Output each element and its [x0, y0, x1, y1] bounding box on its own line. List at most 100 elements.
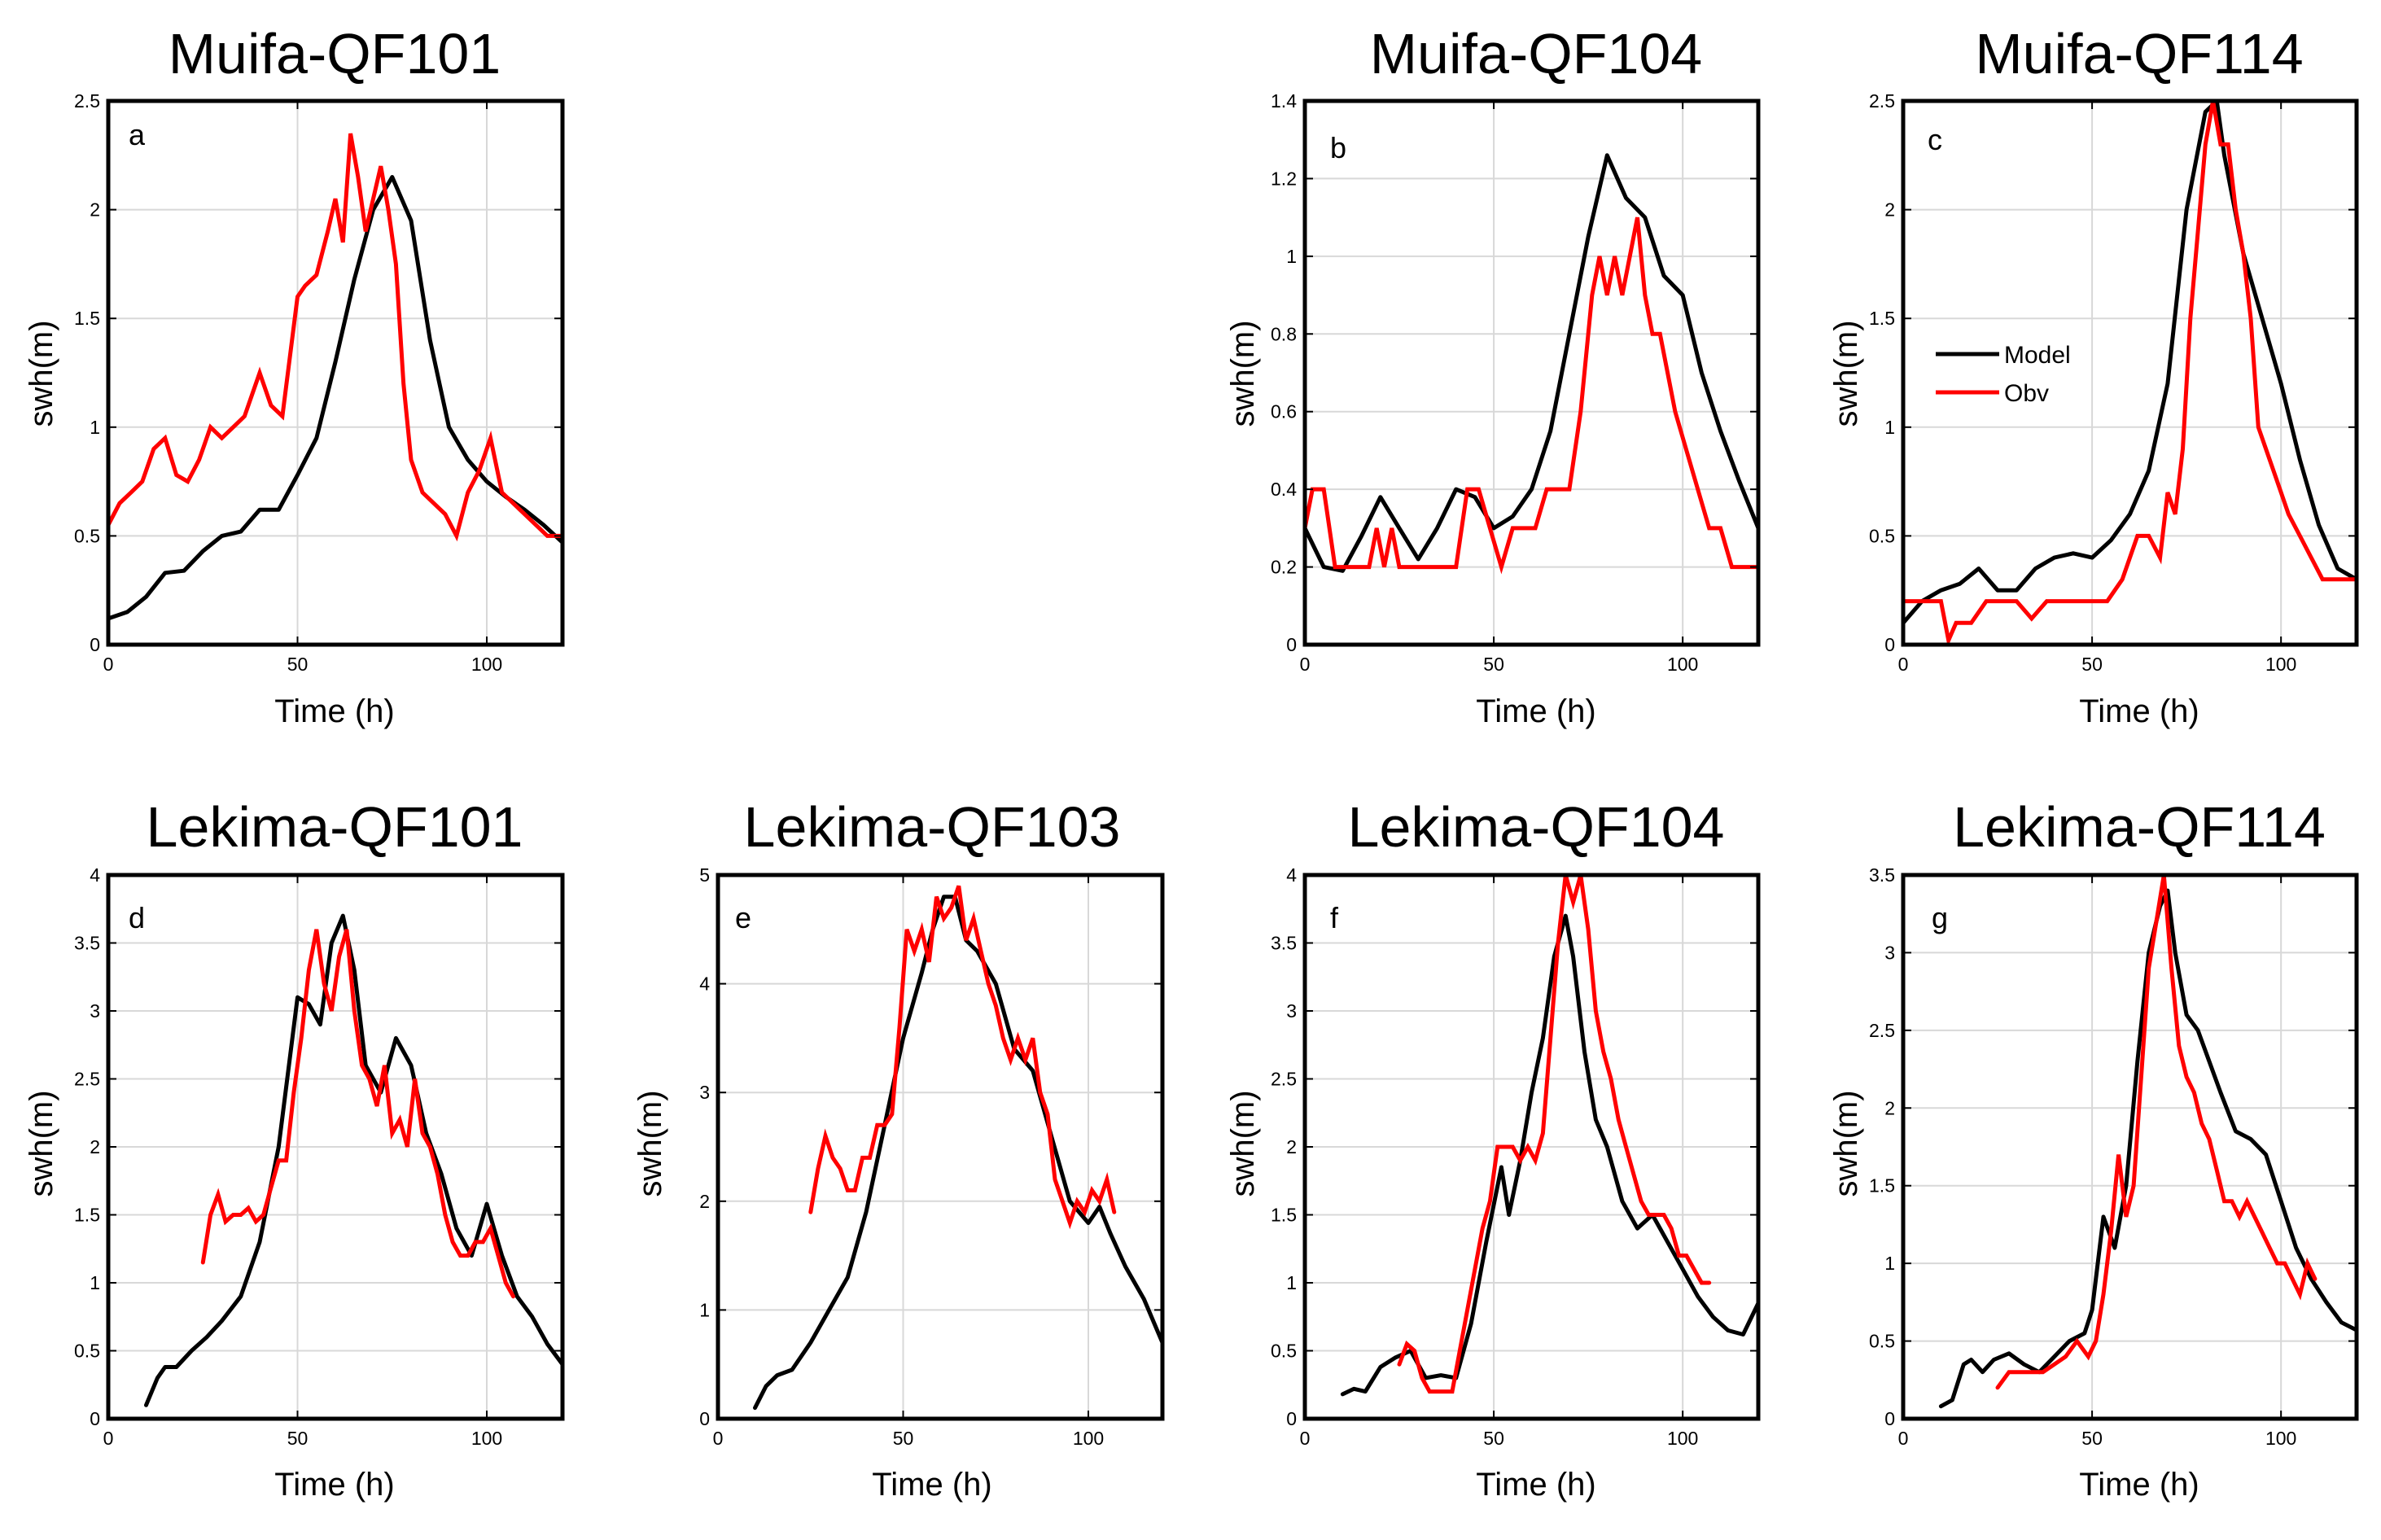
y-tick-label: 2.5	[1271, 1069, 1297, 1090]
y-tick-label: 0.4	[1271, 479, 1297, 500]
panel-letter: e	[735, 901, 751, 934]
grid	[1903, 101, 2357, 645]
y-tick-label: 1.5	[1271, 1205, 1297, 1226]
series-line-model	[108, 175, 562, 621]
panel-letter: b	[1330, 131, 1346, 164]
x-tick-label: 50	[893, 1428, 914, 1449]
panel-d: Lekima-QF101 d Time (h) swh(m) 0 50 100 0 0.…	[24, 795, 565, 1503]
y-tick-label: 1	[90, 1272, 100, 1293]
x-tick-label: 100	[471, 1428, 502, 1449]
y-tick-label: 0	[699, 1408, 710, 1429]
y-tick-label: 3.5	[74, 933, 100, 954]
series-line-obv	[1995, 875, 2318, 1390]
y-tick-label: 2.5	[1869, 90, 1895, 112]
y-tick-label: 2.5	[74, 1069, 100, 1090]
x-tick-label: 100	[1667, 1428, 1698, 1449]
x-tick-label: 50	[2081, 654, 2103, 675]
y-tick-label: 3.5	[1869, 864, 1895, 886]
x-tick-label: 0	[1898, 1428, 1909, 1449]
y-tick-label: 1	[90, 417, 100, 438]
y-tick-label: 0.5	[74, 525, 100, 546]
y-tick-label: 0	[1286, 634, 1297, 655]
x-tick-label: 100	[1667, 654, 1698, 675]
series-line-obv	[1305, 217, 1758, 575]
y-tick-label: 2	[90, 1136, 100, 1157]
panel-title: Lekima-QF103	[744, 795, 1121, 859]
x-axis-label: Time (h)	[1476, 1467, 1595, 1503]
y-tick-label: 2	[1286, 1136, 1297, 1157]
panel-c: Muifa-QF114 c Time (h) swh(m) 0 50 100 0 0.5…	[1828, 22, 2359, 729]
y-tick-label: 4	[90, 864, 100, 886]
y-tick-label: 2	[90, 199, 100, 221]
x-axis-label: Time (h)	[1476, 693, 1595, 729]
y-tick-label: 0.6	[1271, 401, 1297, 422]
y-tick-label: 3	[90, 1000, 100, 1022]
x-tick-label: 100	[471, 654, 502, 675]
series-line-model	[1938, 888, 2357, 1409]
panel-title: Lekima-QF104	[1348, 795, 1725, 859]
panel-letter: c	[1928, 123, 1942, 156]
y-tick-label: 3.5	[1271, 933, 1297, 954]
axes-frame	[1901, 98, 2359, 647]
panel-letter: d	[129, 901, 145, 934]
y-tick-label: 1.2	[1271, 168, 1297, 189]
x-tick-label: 50	[287, 1428, 309, 1449]
y-tick-label: 0	[1884, 634, 1895, 655]
y-tick-label: 4	[1286, 864, 1297, 886]
y-tick-label: 2.5	[1869, 1020, 1895, 1041]
y-axis-label: swh(m)	[1828, 320, 1864, 427]
y-tick-label: 2	[1884, 1097, 1895, 1118]
y-tick-label: 0.5	[1869, 1331, 1895, 1352]
axes-frame	[106, 98, 565, 647]
y-axis-label: swh(m)	[1225, 1090, 1261, 1197]
y-tick-label: 1.5	[74, 1205, 100, 1226]
x-tick-label: 0	[103, 1428, 114, 1449]
series-line-obv	[808, 885, 1117, 1230]
axes-frame	[1302, 98, 1761, 647]
y-axis-label: swh(m)	[24, 320, 59, 427]
x-tick-label: 0	[1300, 1428, 1311, 1449]
y-tick-label: 5	[699, 864, 710, 886]
x-tick-label: 50	[287, 654, 309, 675]
series-line-obv	[1903, 101, 2357, 645]
y-axis-label: swh(m)	[632, 1090, 668, 1197]
grid	[108, 101, 562, 645]
grid	[108, 875, 562, 1419]
x-axis-label: Time (h)	[872, 1467, 991, 1503]
axes-frame	[1901, 873, 2359, 1421]
y-tick-label: 1.4	[1271, 90, 1297, 112]
panel-letter: f	[1330, 901, 1339, 934]
y-tick-label: 0.5	[1869, 525, 1895, 546]
y-tick-label: 3	[1884, 942, 1895, 963]
panel-letter: a	[129, 118, 146, 151]
y-tick-label: 0	[90, 1408, 100, 1429]
y-tick-label: 1	[699, 1299, 710, 1320]
y-tick-label: 0.5	[1271, 1341, 1297, 1362]
series-line-obv	[108, 133, 562, 542]
panel-g: Lekima-QF114 g Time (h) swh(m) 0 50 100 0 0.…	[1828, 795, 2359, 1503]
y-tick-label: 1	[1286, 1272, 1297, 1293]
x-axis-label: Time (h)	[2079, 693, 2199, 729]
y-tick-label: 0.2	[1271, 557, 1297, 578]
panel-b: Muifa-QF104 b Time (h) swh(m) 0 50 100 0 0.2…	[1225, 22, 1761, 729]
x-tick-label: 0	[1898, 654, 1909, 675]
legend-label-obv: Obv	[2004, 380, 2049, 407]
y-tick-label: 1	[1884, 1253, 1895, 1274]
y-tick-label: 1.5	[74, 308, 100, 329]
y-tick-label: 0.8	[1271, 323, 1297, 344]
x-tick-label: 50	[1483, 654, 1504, 675]
series-line-model	[1340, 913, 1758, 1397]
x-tick-label: 100	[1073, 1428, 1104, 1449]
y-tick-label: 1	[1884, 417, 1895, 438]
series-line-model	[753, 895, 1162, 1411]
y-tick-label: 3	[1286, 1000, 1297, 1022]
legend-label-model: Model	[2004, 342, 2071, 369]
x-axis-label: Time (h)	[2079, 1467, 2199, 1503]
y-tick-label: 4	[699, 973, 710, 995]
series-line-model	[1903, 101, 2357, 625]
grid	[1305, 101, 1758, 645]
x-tick-label: 100	[2265, 1428, 2296, 1449]
y-tick-label: 1.5	[1869, 1175, 1895, 1197]
axes-frame	[716, 873, 1165, 1421]
y-tick-label: 0	[1286, 1408, 1297, 1429]
